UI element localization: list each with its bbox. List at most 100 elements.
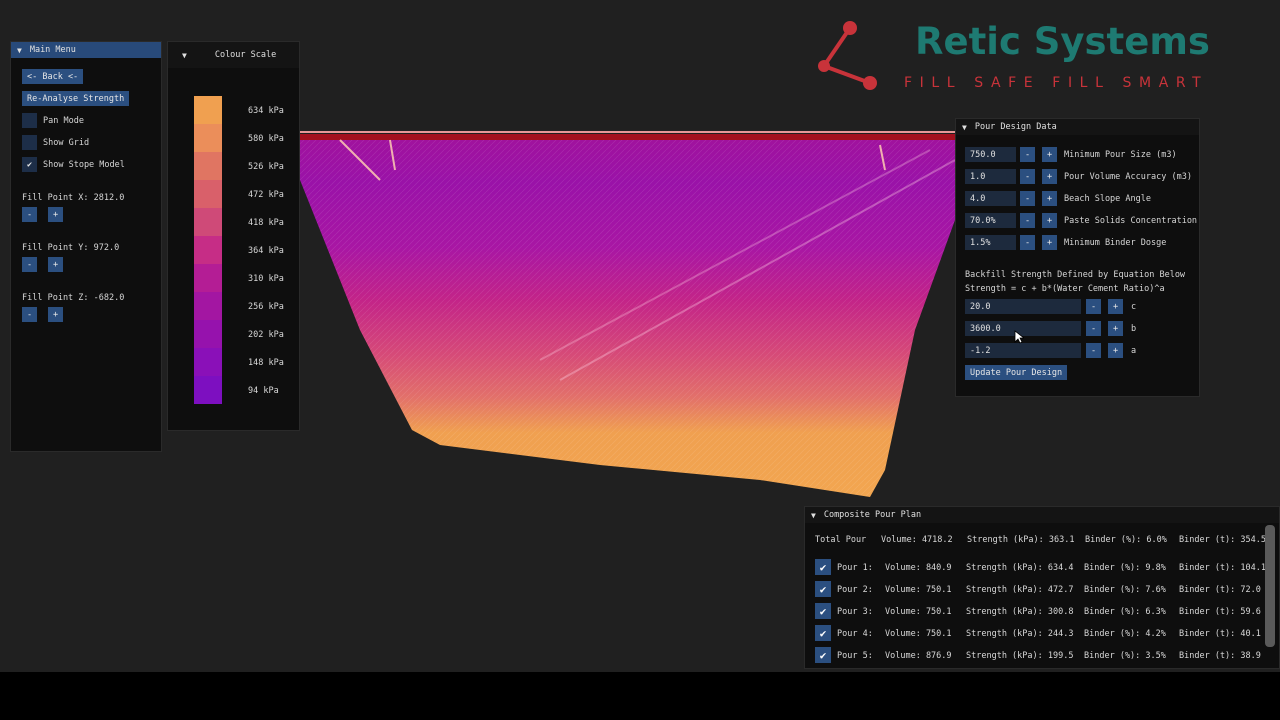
total-pour-binder-pct: Binder (%): 6.0% (1085, 535, 1167, 545)
colour-scale-title: Colour Scale (214, 50, 277, 60)
checkmark-icon: ✔ (819, 626, 827, 640)
pour-checkbox[interactable]: ✔ (815, 647, 831, 663)
coefficient-increment-button[interactable]: + (1108, 343, 1123, 358)
pour-binder-t: Binder (t): 40.1 (1179, 629, 1261, 639)
fill-point-x-label: Fill Point X: 2812.0 (22, 193, 125, 203)
main-menu-title: Main Menu (29, 45, 76, 55)
pour-strength: Strength (kPa): 634.4 (966, 563, 1074, 573)
coefficient-increment-button[interactable]: + (1108, 299, 1123, 314)
pour-name: Pour 2: (837, 585, 873, 595)
coefficient-decrement-button[interactable]: - (1086, 299, 1101, 314)
logo-name: Retic Systems (915, 20, 1210, 63)
composite-scrollbar[interactable] (1265, 525, 1275, 647)
show-grid-checkbox[interactable] (22, 135, 37, 150)
coefficient-label: b (1131, 324, 1137, 334)
colour-swatch (194, 124, 222, 152)
total-pour-strength: Strength (kPa): 363.1 (967, 535, 1075, 545)
pour-design-input[interactable]: 750.0 (965, 147, 1016, 162)
pour-design-field-label: Pour Volume Accuracy (m3) (1064, 172, 1192, 182)
coefficient-input[interactable]: 20.0 (965, 299, 1081, 314)
colour-scale-label: 148 kPa (248, 358, 284, 368)
pour-design-field-label: Minimum Pour Size (m3) (1064, 150, 1177, 160)
pour-design-input[interactable]: 1.0 (965, 169, 1016, 184)
colour-scale-panel: ▼ Colour Scale 634 kPa 580 kPa 526 kPa 472 … (167, 41, 300, 431)
fill-point-x-decrement-button[interactable]: - (22, 207, 37, 222)
colour-scale-titlebar[interactable]: ▼ Colour Scale (168, 42, 299, 68)
main-menu-panel: ▼ Main Menu <- Back <- Re-Analyse Streng… (10, 41, 162, 452)
collapse-triangle-icon[interactable]: ▼ (962, 122, 967, 132)
show-stope-model-label: Show Stope Model (43, 160, 125, 170)
pour-design-decrement-button[interactable]: - (1020, 169, 1035, 184)
equation-title: Backfill Strength Defined by Equation Be… (965, 270, 1186, 280)
pour-checkbox[interactable]: ✔ (815, 603, 831, 619)
pour-binder-pct: Binder (%): 6.3% (1084, 607, 1166, 617)
show-grid-label: Show Grid (43, 138, 90, 148)
colour-scale-label: 202 kPa (248, 330, 284, 340)
pour-design-increment-button[interactable]: + (1042, 169, 1057, 184)
pour-design-input[interactable]: 70.0% (965, 213, 1016, 228)
colour-swatch (194, 180, 222, 208)
pan-mode-checkbox[interactable] (22, 113, 37, 128)
pour-binder-pct: Binder (%): 4.2% (1084, 629, 1166, 639)
show-stope-model-checkbox[interactable]: ✔ (22, 157, 37, 172)
coefficient-decrement-button[interactable]: - (1086, 343, 1101, 358)
collapse-triangle-icon[interactable]: ▼ (17, 45, 22, 55)
colour-swatch (194, 292, 222, 320)
checkmark-icon: ✔ (26, 159, 33, 170)
pour-design-decrement-button[interactable]: - (1020, 191, 1035, 206)
pour-checkbox[interactable]: ✔ (815, 625, 831, 641)
colour-swatch (194, 152, 222, 180)
fill-point-z-decrement-button[interactable]: - (22, 307, 37, 322)
colour-swatch (194, 348, 222, 376)
total-pour-binder-t: Binder (t): 354.5 (1179, 535, 1266, 545)
colour-scale-label: 418 kPa (248, 218, 284, 228)
colour-scale-label: 364 kPa (248, 246, 284, 256)
total-pour-name: Total Pour (815, 535, 867, 545)
colour-scale-label: 580 kPa (248, 134, 284, 144)
total-pour-volume: Volume: 4718.2 (881, 535, 953, 545)
pour-name: Pour 4: (837, 629, 873, 639)
coefficient-label: a (1131, 346, 1137, 356)
pour-design-titlebar[interactable]: ▼ Pour Design Data (956, 119, 1199, 135)
fill-point-x-increment-button[interactable]: + (48, 207, 63, 222)
pour-design-increment-button[interactable]: + (1042, 235, 1057, 250)
composite-titlebar[interactable]: ▼ Composite Pour Plan (805, 507, 1279, 523)
coefficient-increment-button[interactable]: + (1108, 321, 1123, 336)
coefficient-decrement-button[interactable]: - (1086, 321, 1101, 336)
pour-volume: Volume: 750.1 (885, 585, 952, 595)
collapse-triangle-icon[interactable]: ▼ (811, 510, 816, 520)
pour-design-input[interactable]: 1.5% (965, 235, 1016, 250)
composite-title: Composite Pour Plan (823, 510, 922, 520)
pour-design-increment-button[interactable]: + (1042, 191, 1057, 206)
pour-design-decrement-button[interactable]: - (1020, 235, 1035, 250)
fill-point-y-increment-button[interactable]: + (48, 257, 63, 272)
colour-swatch (194, 320, 222, 348)
reanalyse-strength-button[interactable]: Re-Analyse Strength (22, 91, 130, 106)
colour-scale-label: 472 kPa (248, 190, 284, 200)
coefficient-label: c (1131, 302, 1137, 312)
update-pour-design-button[interactable]: Update Pour Design (965, 365, 1068, 380)
pour-design-decrement-button[interactable]: - (1020, 213, 1035, 228)
equation-text: Strength = c + b*(Water Cement Ratio)^a (965, 284, 1165, 294)
pour-design-increment-button[interactable]: + (1042, 213, 1057, 228)
pour-binder-pct: Binder (%): 3.5% (1084, 651, 1166, 661)
pour-design-decrement-button[interactable]: - (1020, 147, 1035, 162)
colour-scale-label: 94 kPa (248, 386, 279, 396)
pour-checkbox[interactable]: ✔ (815, 581, 831, 597)
coefficient-input[interactable]: 3600.0 (965, 321, 1081, 336)
bottom-bar (0, 672, 1280, 720)
pour-checkbox[interactable]: ✔ (815, 559, 831, 575)
main-menu-titlebar[interactable]: ▼ Main Menu (11, 42, 161, 58)
pour-binder-t: Binder (t): 59.6 (1179, 607, 1261, 617)
pour-design-field-label: Minimum Binder Dosge (1064, 238, 1167, 248)
fill-point-z-increment-button[interactable]: + (48, 307, 63, 322)
collapse-triangle-icon[interactable]: ▼ (182, 50, 187, 60)
composite-pour-plan-panel: ▼ Composite Pour Plan Total Pour Volume:… (804, 506, 1280, 669)
coefficient-input[interactable]: -1.2 (965, 343, 1081, 358)
pour-design-input[interactable]: 4.0 (965, 191, 1016, 206)
back-button[interactable]: <- Back <- (22, 69, 84, 84)
fill-point-y-decrement-button[interactable]: - (22, 257, 37, 272)
colour-scale-label: 526 kPa (248, 162, 284, 172)
pour-design-increment-button[interactable]: + (1042, 147, 1057, 162)
